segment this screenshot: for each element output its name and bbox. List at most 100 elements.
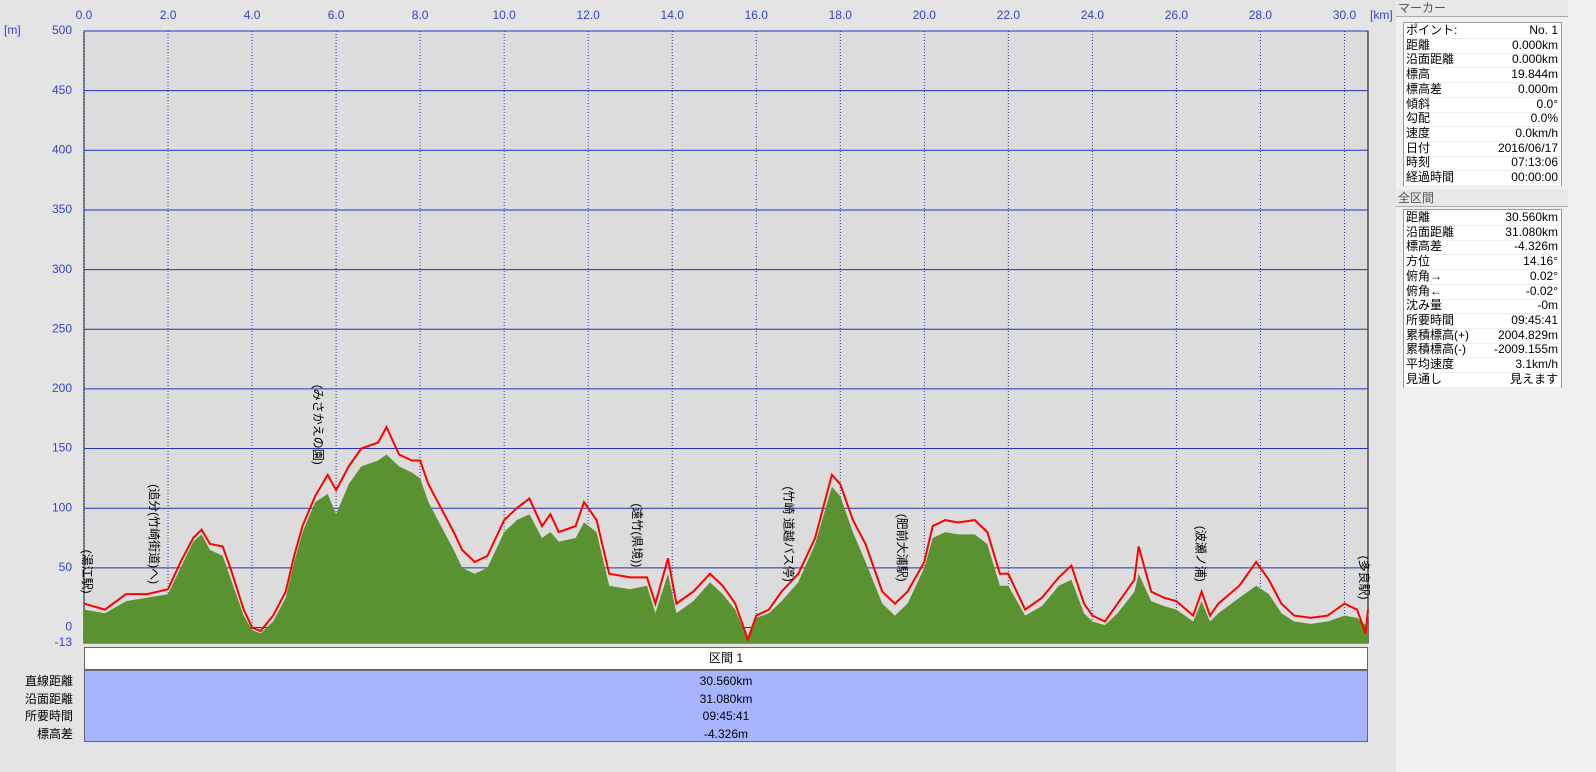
x-tick-label: 20.0 (913, 8, 937, 22)
section-title: 区間 1 (84, 647, 1368, 670)
panel-row: 標高差 0.000m (1404, 82, 1561, 98)
panel-value: -0m (1537, 298, 1558, 313)
place-label: (波瀬ノ浦) (1193, 526, 1207, 582)
plot-area (83, 30, 1369, 644)
panel-label: 累積標高(+) (1406, 327, 1470, 342)
section-table: 区間 1 30.560km 31.080km 09:45:41 -4.326m (0, 647, 1396, 743)
place-label: (竹崎 道越バス停) (781, 486, 796, 581)
panel-row: 沿面距離 31.080km (1404, 225, 1561, 241)
panel-row: 累積標高(-) -2009.155m (1404, 342, 1561, 359)
panel-row: 傾斜 0.0° (1404, 97, 1561, 113)
marker-header: マーカー (1396, 0, 1568, 17)
section-value: 31.080km (699, 691, 753, 706)
panel-value: 3.1km/h (1515, 357, 1558, 371)
panel-label: 時刻 (1406, 155, 1431, 170)
y-tick-label: 500 (52, 23, 72, 37)
panel-label: 所要時間 (1406, 312, 1455, 327)
panel-label: 勾配 (1406, 111, 1431, 126)
place-label: (多良駅) (1357, 556, 1372, 600)
place-label: (遠竹(県境)) (630, 503, 645, 567)
x-tick-label: 24.0 (1081, 8, 1105, 22)
y-tick-label: -13 (55, 635, 73, 649)
y-tick-label: 150 (52, 441, 72, 455)
panel-row: 沈み量 -0m (1404, 298, 1561, 315)
panel-row: 速度 0.0km/h (1404, 126, 1561, 142)
panel-value: 14.16° (1523, 254, 1558, 269)
profile-chart: [m] [km] -130 50 100 150 200 250 300 350 400 450 5… (4, 8, 1393, 650)
x-tick-label: 8.0 (412, 8, 429, 22)
place-label: (追分(竹崎街道)へ) (147, 484, 162, 584)
panel-value: 09:45:41 (1511, 312, 1558, 327)
panel-value: No. 1 (1529, 23, 1558, 37)
panel-value: 19.844m (1511, 67, 1558, 82)
panel-row: 累積標高(+) 2004.829m (1404, 328, 1561, 344)
panel-label: 平均速度 (1406, 357, 1455, 371)
section-label: 所要時間 (24, 709, 73, 723)
panel-value: 0.02° (1529, 268, 1558, 283)
panel-value: 見えます (1509, 371, 1558, 386)
elevation-area (84, 454, 1368, 643)
panel-label: 日付 (1406, 140, 1431, 155)
panel-row: 日付 2016/06/17 (1404, 141, 1561, 157)
panel-row: 経過時間 00:00:00 (1404, 170, 1561, 186)
panel-row: 見通し 見えます (1404, 372, 1561, 388)
panel-row: 平均速度 3.1km/h (1404, 357, 1561, 373)
panel-label: 標高差 (1406, 81, 1443, 96)
section-label: 直線距離 (24, 674, 73, 688)
place-label: (みさかえの園) (311, 385, 325, 465)
place-label: (湯江駅) (80, 550, 94, 594)
panel-value: 2004.829m (1497, 327, 1558, 342)
y-tick-label: 100 (52, 500, 72, 514)
marker-table: ポイント: No. 1 距離 0.000km 沿面距離 0.000km 標高 19.844m 標… (1403, 22, 1562, 186)
panel-label: 標高差 (1406, 239, 1443, 254)
section-value: -4.326m (703, 726, 749, 741)
place-label: (肥前大浦駅) (895, 514, 910, 582)
panel-label: 経過時間 (1406, 170, 1455, 184)
panel-value: 2016/06/17 (1497, 140, 1558, 155)
x-tick-label: 6.0 (328, 8, 345, 22)
y-tick-label: 200 (52, 381, 72, 395)
panel-label: 見通し (1406, 371, 1443, 386)
x-tick-label: 22.0 (997, 8, 1021, 22)
panel-label: 沿面距離 (1406, 52, 1455, 67)
panel-row: 俯角← -0.02° (1404, 284, 1561, 300)
side-panel: マーカー ポイント: No. 1 距離 0.000km 沿面距離 0.000km 標高 19.… (1396, 0, 1596, 772)
panel-row: 沿面距離 0.000km (1404, 52, 1561, 69)
total-header: 全区間 (1396, 190, 1568, 207)
panel-label: 距離 (1406, 37, 1431, 52)
panel-row: 所要時間 09:45:41 (1404, 313, 1561, 329)
panel-value: 31.080km (1505, 224, 1558, 239)
panel-label: 俯角→ (1406, 268, 1443, 283)
panel-row: 距離 0.000km (1404, 38, 1561, 54)
panel-label: 方位 (1406, 254, 1431, 269)
panel-value: 0.0° (1536, 96, 1558, 111)
y-tick-label: 0 (65, 620, 72, 634)
y-tick-label: 250 (52, 321, 72, 335)
y-tick-label: 50 (59, 560, 73, 574)
section-label: 標高差 (36, 726, 73, 741)
y-tick-label: 400 (52, 142, 72, 156)
y-tick-label: 300 (52, 262, 72, 276)
panel-row: 時刻 07:13:06 (1404, 155, 1561, 172)
panel-row: 勾配 0.0% (1404, 111, 1561, 128)
panel-label: 累積標高(-) (1406, 342, 1466, 357)
panel-label: 速度 (1406, 125, 1431, 140)
panel-value: 0.0km/h (1515, 125, 1558, 140)
section-value: 30.560km (699, 674, 753, 688)
x-tick-label: 30.0 (1333, 8, 1357, 22)
panel-row: 標高 19.844m (1404, 67, 1561, 84)
y-tick-label: 350 (52, 202, 72, 216)
panel-label: ポイント: (1406, 23, 1458, 37)
panel-value: 0.0% (1530, 111, 1558, 126)
panel-row: 方位 14.16° (1404, 254, 1561, 271)
x-tick-label: 16.0 (745, 8, 769, 22)
panel-value: -2009.155m (1493, 342, 1558, 357)
section-body: 30.560km 31.080km 09:45:41 -4.326m (84, 670, 1368, 742)
x-tick-label: 26.0 (1165, 8, 1189, 22)
panel-row: ポイント: No. 1 (1404, 23, 1561, 39)
panel-row: 俯角→ 0.02° (1404, 269, 1561, 285)
panel-label: 沈み量 (1406, 298, 1443, 313)
x-tick-label: 14.0 (661, 8, 685, 22)
section-label: 沿面距離 (24, 691, 73, 706)
